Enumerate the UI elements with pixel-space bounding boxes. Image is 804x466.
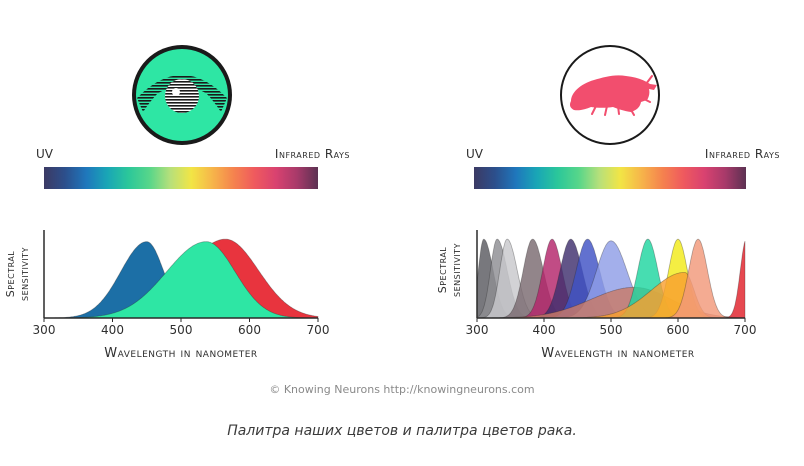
- shrimp-y-label-line2: sensitivity: [450, 243, 463, 297]
- x-tick-label: 400: [101, 323, 124, 337]
- infrared-label-right: Infrared Rays: [705, 147, 780, 161]
- credit-text: © Knowing Neurons http://knowingneurons.…: [269, 383, 535, 396]
- uv-label-left: UV: [36, 147, 54, 161]
- human-y-label-line2: sensitivity: [18, 247, 31, 301]
- human-chart: 300 400 500 600 700 Spectral sensitivity Wav…: [4, 230, 329, 361]
- human-x-label: Wavelength in nanometer: [104, 346, 257, 361]
- human-y-label-line1: Spectral: [4, 251, 17, 298]
- shrimp-sensitivity-curves: [476, 238, 746, 319]
- x-tick-label: 500: [600, 323, 623, 337]
- x-tick-label: 600: [238, 323, 261, 337]
- x-tick-label: 600: [667, 323, 690, 337]
- x-tick-label: 700: [734, 323, 757, 337]
- x-tick-label: 500: [170, 323, 193, 337]
- human-sensitivity-curves: [44, 238, 319, 319]
- shrimp-y-label-line1: Spectral: [436, 247, 449, 294]
- x-tick-label: 700: [307, 323, 330, 337]
- series-2-area: [44, 241, 318, 319]
- x-tick-label: 300: [33, 323, 56, 337]
- shrimp-x-label: Wavelength in nanometer: [541, 346, 694, 361]
- spectrum-bar-right: UV Infrared Rays: [466, 147, 780, 189]
- shrimp-chart: 300 400 500 600 700 Spectral sensitivity Wav…: [436, 230, 756, 361]
- eye-icon: [132, 45, 232, 145]
- x-tick-label: 400: [533, 323, 556, 337]
- uv-label-right: UV: [466, 147, 484, 161]
- mantis-shrimp-icon: [560, 45, 660, 145]
- caption-text: Палитра наших цветов и палитра цветов ра…: [227, 423, 577, 439]
- x-tick-label: 300: [466, 323, 489, 337]
- spectrum-bar-left: UV Infrared Rays: [36, 147, 350, 189]
- infrared-label-left: Infrared Rays: [275, 147, 350, 161]
